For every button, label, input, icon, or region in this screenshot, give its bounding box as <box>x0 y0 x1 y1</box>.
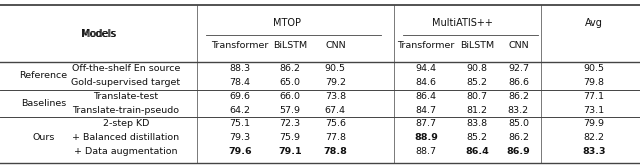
Text: Ours: Ours <box>33 133 54 142</box>
Text: 75.6: 75.6 <box>325 119 346 129</box>
Text: + Balanced distillation: + Balanced distillation <box>72 133 179 142</box>
Text: CNN: CNN <box>325 41 346 50</box>
Text: 82.2: 82.2 <box>584 133 604 142</box>
Text: BiLSTM: BiLSTM <box>460 41 494 50</box>
Text: 92.7: 92.7 <box>508 64 529 73</box>
Text: 85.2: 85.2 <box>467 133 487 142</box>
Text: 87.7: 87.7 <box>416 119 436 129</box>
Text: 79.2: 79.2 <box>325 78 346 87</box>
Text: CNN: CNN <box>508 41 529 50</box>
Text: Gold-supervised target: Gold-supervised target <box>71 78 180 87</box>
Text: 79.9: 79.9 <box>584 119 604 129</box>
Text: 90.5: 90.5 <box>584 64 604 73</box>
Text: 86.9: 86.9 <box>506 147 531 156</box>
Text: 88.9: 88.9 <box>414 133 438 142</box>
Text: Transformer: Transformer <box>397 41 455 50</box>
Text: 57.9: 57.9 <box>280 106 300 115</box>
Text: MTOP: MTOP <box>273 18 301 28</box>
Text: 84.6: 84.6 <box>416 78 436 87</box>
Text: BiLSTM: BiLSTM <box>273 41 307 50</box>
Text: 86.2: 86.2 <box>280 64 300 73</box>
Text: 73.1: 73.1 <box>583 106 605 115</box>
Text: 78.8: 78.8 <box>323 147 348 156</box>
Text: 90.5: 90.5 <box>325 64 346 73</box>
Text: 78.4: 78.4 <box>230 78 250 87</box>
Text: 86.4: 86.4 <box>465 147 489 156</box>
Text: Models: Models <box>81 29 116 39</box>
Text: 69.6: 69.6 <box>230 92 250 101</box>
Text: 88.7: 88.7 <box>416 147 436 156</box>
Text: Off-the-shelf En source: Off-the-shelf En source <box>72 64 180 73</box>
Text: 83.8: 83.8 <box>466 119 488 129</box>
Text: 94.4: 94.4 <box>416 64 436 73</box>
Text: 85.0: 85.0 <box>508 119 529 129</box>
Text: Baselines: Baselines <box>21 99 66 108</box>
Text: 83.3: 83.3 <box>582 147 605 156</box>
Text: 77.1: 77.1 <box>584 92 604 101</box>
Text: 2-step KD: 2-step KD <box>102 119 149 129</box>
Text: 86.2: 86.2 <box>508 92 529 101</box>
Text: 86.4: 86.4 <box>416 92 436 101</box>
Text: 88.3: 88.3 <box>229 64 251 73</box>
Text: 86.2: 86.2 <box>508 133 529 142</box>
Text: + Data augmentation: + Data augmentation <box>74 147 177 156</box>
Text: 79.6: 79.6 <box>228 147 252 156</box>
Text: 72.3: 72.3 <box>279 119 301 129</box>
Text: 80.7: 80.7 <box>467 92 487 101</box>
Text: 86.6: 86.6 <box>508 78 529 87</box>
Text: 83.2: 83.2 <box>508 106 529 115</box>
Text: 81.2: 81.2 <box>467 106 487 115</box>
Text: 75.9: 75.9 <box>280 133 300 142</box>
Text: 90.8: 90.8 <box>467 64 487 73</box>
Text: 66.0: 66.0 <box>280 92 300 101</box>
Text: Avg: Avg <box>585 18 603 28</box>
Text: 75.1: 75.1 <box>230 119 250 129</box>
Text: 73.8: 73.8 <box>324 92 346 101</box>
Text: MultiATIS++: MultiATIS++ <box>431 18 493 28</box>
Text: 67.4: 67.4 <box>325 106 346 115</box>
Text: Translate-test: Translate-test <box>93 92 158 101</box>
Text: 84.7: 84.7 <box>416 106 436 115</box>
Text: 77.8: 77.8 <box>325 133 346 142</box>
Text: Models: Models <box>82 29 116 39</box>
Text: Translate-train-pseudo: Translate-train-pseudo <box>72 106 179 115</box>
Text: Transformer: Transformer <box>211 41 269 50</box>
Text: 65.0: 65.0 <box>280 78 300 87</box>
Text: 79.1: 79.1 <box>278 147 301 156</box>
Text: Reference: Reference <box>19 71 68 80</box>
Text: 85.2: 85.2 <box>467 78 487 87</box>
Text: 79.8: 79.8 <box>584 78 604 87</box>
Text: 79.3: 79.3 <box>229 133 251 142</box>
Text: 64.2: 64.2 <box>230 106 250 115</box>
